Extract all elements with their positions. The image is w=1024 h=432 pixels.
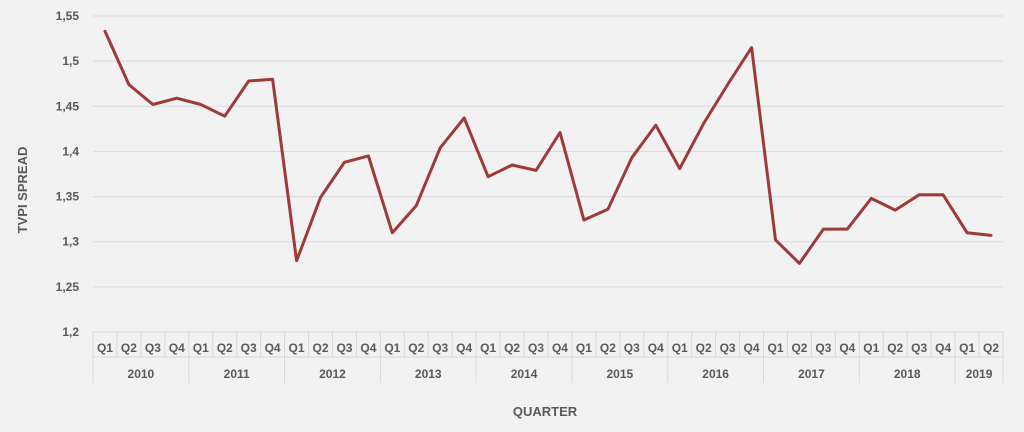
x-tick-label: Q3 [911, 341, 927, 355]
x-tick-label: Q4 [935, 341, 951, 355]
x-tick-label: Q3 [528, 341, 544, 355]
x-tick-label: Q2 [983, 341, 999, 355]
year-label: 2012 [319, 367, 346, 381]
tvpi-spread-series-line [103, 29, 993, 265]
y-tick-label: 1,55 [56, 9, 80, 23]
x-tick-label: Q1 [576, 341, 592, 355]
y-tick-label: 1,2 [62, 325, 79, 339]
year-label: 2015 [606, 367, 633, 381]
x-tick-label: Q4 [744, 341, 760, 355]
x-tick-label: Q3 [241, 341, 257, 355]
axis-layer: 1,2 1,25 1,3 1,35 1,4 1,45 1,5 1,55 Q1 Q2 Q3 Q4 2010… [56, 9, 1004, 383]
y-tick-label: 1,45 [56, 99, 80, 113]
x-tick-label: Q3 [432, 341, 448, 355]
x-tick-label: Q4 [839, 341, 855, 355]
y-tick-label: 1,5 [62, 54, 79, 68]
x-tick-label: Q1 [959, 341, 975, 355]
x-tick-label: Q4 [552, 341, 568, 355]
x-tick-label: Q1 [767, 341, 783, 355]
x-tick-label: Q1 [193, 341, 209, 355]
x-tick-label: Q2 [696, 341, 712, 355]
x-tick-label: Q4 [456, 341, 472, 355]
x-tick-label: Q1 [480, 341, 496, 355]
x-tick-label: Q3 [336, 341, 352, 355]
x-tick-label: Q4 [265, 341, 281, 355]
x-tick-label: Q3 [815, 341, 831, 355]
x-tick-label: Q2 [408, 341, 424, 355]
x-tick-label: Q2 [217, 341, 233, 355]
x-tick-label: Q1 [289, 341, 305, 355]
year-label: 2016 [702, 367, 729, 381]
x-tick-label: Q2 [121, 341, 137, 355]
y-axis-title: TVPI SPREAD [15, 147, 30, 234]
year-label: 2017 [798, 367, 825, 381]
x-tick-label: Q3 [720, 341, 736, 355]
y-tick-label: 1,4 [62, 144, 79, 158]
y-tick-label: 1,35 [56, 190, 80, 204]
series-layer [103, 29, 993, 265]
year-label: 2018 [894, 367, 921, 381]
year-label: 2011 [224, 367, 250, 381]
x-tick-label: Q4 [648, 341, 664, 355]
year-label: 2010 [128, 367, 155, 381]
x-tick-label: Q2 [312, 341, 328, 355]
x-axis-title: QUARTER [513, 404, 578, 419]
year-label: 2019 [966, 367, 993, 381]
x-tick-label: Q2 [504, 341, 520, 355]
grid-layer [93, 15, 1003, 333]
x-tick-label: Q2 [600, 341, 616, 355]
year-label: 2013 [415, 367, 442, 381]
y-tick-label: 1,25 [56, 280, 80, 294]
year-label: 2014 [511, 367, 538, 381]
x-tick-label: Q1 [97, 341, 113, 355]
x-tick-label: Q1 [863, 341, 879, 355]
x-tick-label: Q3 [145, 341, 161, 355]
x-tick-label: Q4 [169, 341, 185, 355]
y-tick-label: 1,3 [62, 235, 79, 249]
x-tick-label: Q1 [672, 341, 688, 355]
x-tick-label: Q2 [791, 341, 807, 355]
x-tick-label: Q3 [624, 341, 640, 355]
x-tick-label: Q4 [360, 341, 376, 355]
x-tick-label: Q1 [384, 341, 400, 355]
x-tick-label: Q2 [887, 341, 903, 355]
